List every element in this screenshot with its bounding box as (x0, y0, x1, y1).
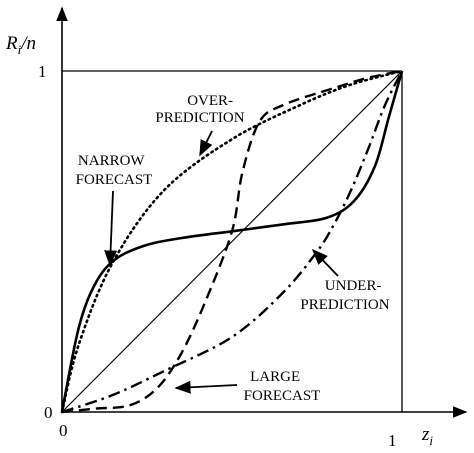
under-curve (61, 70, 404, 414)
large-forecast-label: LARGE FORECAST (244, 369, 321, 404)
under-prediction-label: UNDER- PREDICTION (300, 278, 389, 313)
y-axis-label: Ri/n (5, 33, 36, 57)
narrow-forecast-arrow (104, 190, 118, 267)
x-tick-label-0: 0 (59, 421, 68, 440)
under-prediction-arrow (311, 248, 339, 277)
x-tick-label-1: 1 (388, 431, 397, 450)
diagonal-curve (61, 70, 403, 413)
large-curve (61, 69, 403, 414)
over-prediction-label: OVER- PREDICTION (155, 93, 244, 126)
y-tick-label-1: 1 (38, 62, 47, 81)
large-forecast-arrow (174, 380, 238, 394)
over-curve (60, 69, 404, 414)
over-prediction-arrow (199, 130, 213, 157)
x-axis-label: zi (421, 424, 433, 448)
narrow-forecast-label: NARROW FORECAST (76, 153, 153, 188)
y-tick-label-0: 0 (44, 403, 53, 422)
